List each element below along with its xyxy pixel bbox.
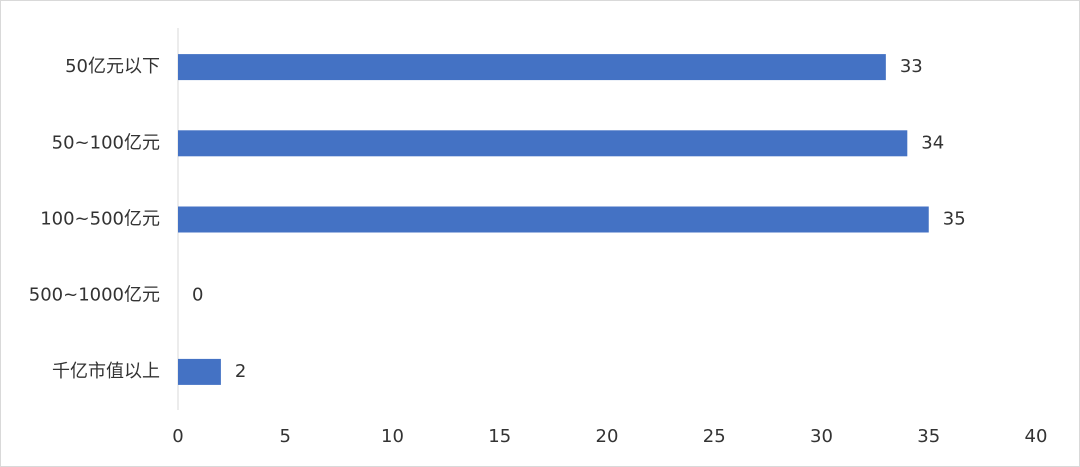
- x-tick-label: 20: [596, 426, 619, 447]
- y-tick-label: 千亿市值以上: [52, 361, 160, 382]
- x-tick-label: 15: [488, 426, 511, 447]
- data-label: 2: [235, 361, 246, 382]
- data-label: 33: [900, 56, 923, 77]
- x-tick-label: 40: [1025, 426, 1048, 447]
- bar: [178, 358, 221, 385]
- x-tick-label: 5: [280, 426, 291, 447]
- bar: [178, 130, 908, 157]
- bar: [178, 54, 886, 81]
- bar: [178, 206, 929, 233]
- x-tick-label: 30: [810, 426, 833, 447]
- x-tick-label: 35: [917, 426, 940, 447]
- y-tick-label: 500~1000亿元: [29, 285, 160, 306]
- data-label: 0: [192, 285, 203, 306]
- data-label: 34: [921, 132, 944, 153]
- y-tick-label: 50~100亿元: [52, 132, 160, 153]
- x-tick-label: 25: [703, 426, 726, 447]
- x-tick-label: 10: [381, 426, 404, 447]
- data-label: 35: [943, 209, 966, 230]
- x-tick-label: 0: [172, 426, 183, 447]
- y-tick-label: 50亿元以下: [65, 56, 160, 77]
- y-tick-label: 100~500亿元: [40, 209, 160, 230]
